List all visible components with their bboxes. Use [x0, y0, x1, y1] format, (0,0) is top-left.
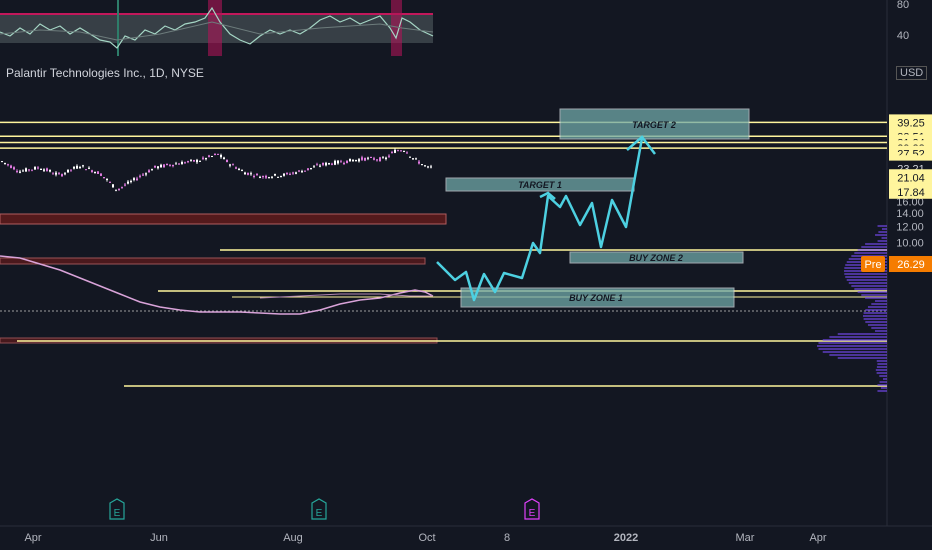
- earnings-label: E: [316, 508, 323, 519]
- time-tick: Apr: [24, 532, 41, 544]
- buy-zone-2[interactable]: BUY ZONE 2: [570, 252, 743, 263]
- level-label: 39.25: [897, 117, 925, 129]
- price-tick: 10.00: [896, 238, 924, 250]
- candlesticks: [1, 148, 432, 191]
- time-tick: Aug: [283, 532, 303, 544]
- time-tick: Oct: [418, 532, 435, 544]
- oscillator-axis: 80 40: [897, 0, 909, 42]
- time-tick: Apr: [809, 532, 826, 544]
- earnings-marker[interactable]: E: [525, 499, 539, 519]
- price-tick: 12.00: [896, 222, 924, 234]
- pre-label: Pre: [864, 259, 881, 271]
- earnings-markers[interactable]: EEE: [110, 499, 539, 519]
- projection-path: [437, 137, 655, 300]
- buy-zone-2-label: BUY ZONE 2: [629, 253, 683, 263]
- price-tick: 14.00: [896, 208, 924, 220]
- oscillator-tick: 40: [897, 30, 909, 42]
- oscillator-pane: [0, 0, 433, 56]
- time-tick: 8: [504, 532, 510, 544]
- target-2-label: TARGET 2: [632, 120, 676, 130]
- chart-title: Palantir Technologies Inc., 1D, NYSE: [6, 66, 204, 80]
- currency-label[interactable]: USD: [896, 66, 927, 80]
- level-lines: [0, 122, 887, 148]
- time-tick: Mar: [736, 532, 755, 544]
- earnings-label: E: [529, 508, 536, 519]
- oscillator-tick: 80: [897, 0, 909, 11]
- buy-zone-1-label: BUY ZONE 1: [569, 293, 623, 303]
- level-label: 21.04: [897, 172, 925, 184]
- price-level-labels: 39.2533.5131.2429.2827.5224.6823.8723.21…: [889, 114, 932, 198]
- buy-zone-1[interactable]: BUY ZONE 1: [461, 288, 734, 307]
- target-1-zone[interactable]: TARGET 1: [446, 178, 634, 191]
- earnings-marker[interactable]: E: [312, 499, 326, 519]
- moving-averages: [0, 256, 433, 314]
- level-label: 17.84: [897, 187, 925, 199]
- pre-market-badge: Pre 26.29: [861, 256, 932, 272]
- earnings-marker[interactable]: E: [110, 499, 124, 519]
- time-axis: Apr Jun Aug Oct 8 2022 Mar Apr: [24, 532, 826, 544]
- time-tick: Jun: [150, 532, 168, 544]
- pre-value: 26.29: [897, 259, 925, 271]
- target-2-zone[interactable]: TARGET 2: [560, 109, 749, 139]
- time-tick: 2022: [614, 532, 638, 544]
- target-1-label: TARGET 1: [518, 180, 562, 190]
- earnings-label: E: [114, 508, 121, 519]
